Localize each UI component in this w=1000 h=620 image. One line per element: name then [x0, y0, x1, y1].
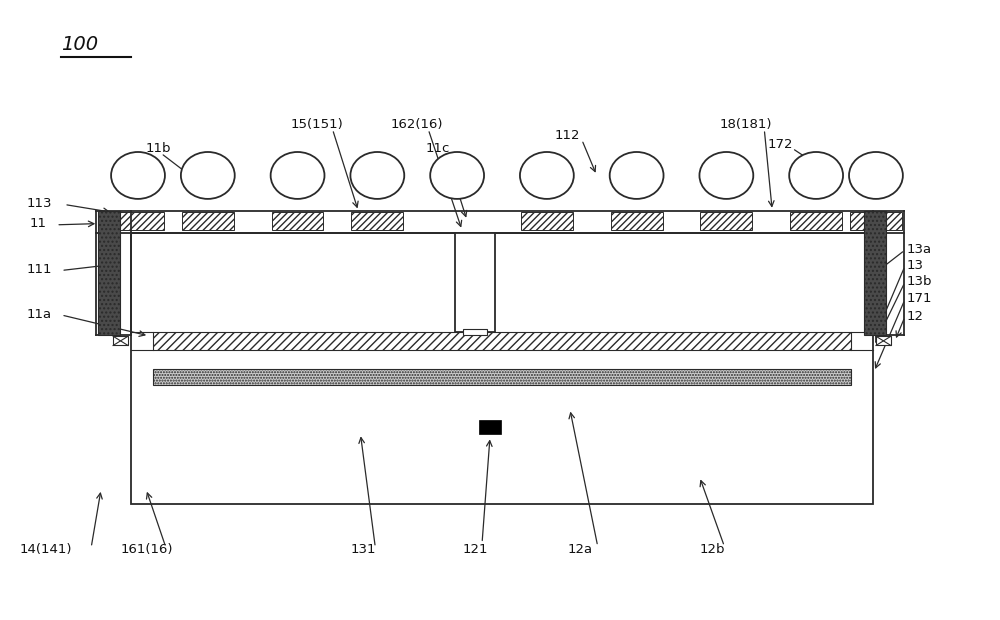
Text: 121: 121 — [462, 543, 488, 556]
Ellipse shape — [181, 152, 235, 199]
Text: 11a: 11a — [26, 308, 51, 321]
Text: 12b: 12b — [699, 543, 725, 556]
Bar — [113, 336, 128, 345]
Bar — [272, 213, 323, 230]
Text: 12a: 12a — [568, 543, 593, 556]
Bar — [463, 329, 487, 335]
Ellipse shape — [789, 152, 843, 199]
Ellipse shape — [699, 152, 753, 199]
Text: 111: 111 — [26, 264, 52, 277]
Text: 161(16): 161(16) — [121, 543, 174, 556]
Ellipse shape — [849, 152, 903, 199]
Text: 100: 100 — [61, 35, 98, 54]
Text: 13a: 13a — [907, 243, 932, 256]
Bar — [153, 332, 851, 350]
Ellipse shape — [610, 152, 664, 199]
Text: 14(141): 14(141) — [19, 543, 72, 556]
Text: 12: 12 — [907, 309, 924, 322]
Text: 13b: 13b — [907, 275, 932, 288]
Text: 171: 171 — [907, 293, 932, 306]
Bar — [850, 213, 902, 230]
Text: 131: 131 — [350, 543, 376, 556]
Bar — [876, 336, 891, 345]
Bar — [131, 233, 873, 505]
Text: 112: 112 — [555, 130, 580, 143]
Text: 113: 113 — [26, 197, 52, 210]
Text: 18(181): 18(181) — [719, 118, 772, 131]
Bar — [521, 213, 573, 230]
Ellipse shape — [350, 152, 404, 199]
Bar — [455, 233, 495, 332]
Ellipse shape — [271, 152, 324, 199]
Bar — [153, 369, 851, 385]
Text: 11c: 11c — [425, 142, 450, 155]
Bar — [611, 213, 663, 230]
Bar — [790, 213, 842, 230]
Bar — [479, 420, 501, 434]
Ellipse shape — [430, 152, 484, 199]
Bar — [98, 211, 120, 335]
Bar — [864, 211, 886, 335]
Text: 13: 13 — [907, 259, 924, 272]
Bar — [351, 213, 403, 230]
Ellipse shape — [111, 152, 165, 199]
Text: 162(16): 162(16) — [390, 118, 443, 131]
Text: 15(151): 15(151) — [291, 118, 343, 131]
Bar — [112, 213, 164, 230]
Bar — [700, 213, 752, 230]
Ellipse shape — [520, 152, 574, 199]
Text: 11b: 11b — [146, 142, 171, 155]
Text: 11: 11 — [29, 217, 46, 230]
Bar — [182, 213, 234, 230]
Text: 172: 172 — [767, 138, 793, 151]
